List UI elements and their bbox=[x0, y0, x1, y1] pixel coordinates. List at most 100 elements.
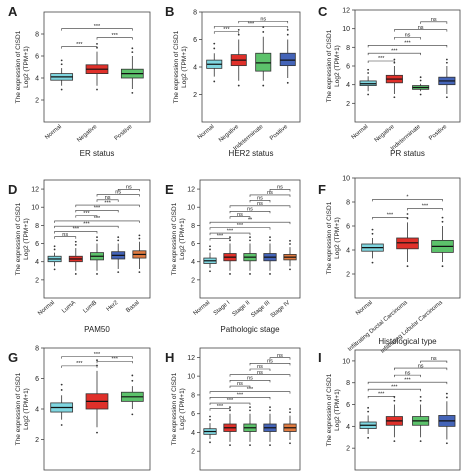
outlier-point bbox=[393, 96, 396, 99]
y-tick-label: 2 bbox=[193, 92, 197, 99]
outlier-point bbox=[393, 399, 396, 402]
significance-label: *** bbox=[404, 377, 411, 383]
significance-bracket bbox=[367, 381, 448, 385]
significance-bracket bbox=[209, 232, 251, 236]
x-tick-label: Negative bbox=[218, 124, 241, 144]
y-tick-label: 2 bbox=[346, 101, 350, 108]
panel-letter: A bbox=[8, 4, 18, 19]
outlier-point bbox=[419, 79, 422, 82]
outlier-point bbox=[269, 409, 271, 412]
x-tick-label: Infiltrating Lobular Carcinoma bbox=[380, 300, 444, 355]
significance-label: *** bbox=[94, 216, 101, 222]
significance-bracket bbox=[367, 45, 448, 48]
significance-bracket bbox=[394, 367, 448, 371]
panel-letter: G bbox=[8, 350, 18, 365]
outlier-point bbox=[60, 63, 63, 66]
y-tick-label: 2 bbox=[346, 272, 350, 279]
y-tick-label: 4 bbox=[35, 259, 39, 266]
outlier-point bbox=[249, 236, 251, 239]
significance-label: *** bbox=[247, 387, 254, 393]
outlier-point bbox=[53, 248, 56, 251]
panel-letter: F bbox=[318, 182, 326, 197]
y-tick-label: 6 bbox=[346, 64, 350, 71]
significance-label: *** bbox=[391, 384, 398, 390]
panel-b: B 2 4 6 8 The expression of CISD1 Log2 (TPM+1)… bbox=[165, 4, 301, 158]
significance-bracket bbox=[213, 26, 289, 29]
significance-bracket bbox=[209, 408, 231, 411]
significance-label: ns bbox=[247, 206, 253, 212]
box-b-3 bbox=[279, 52, 296, 67]
outlier-point bbox=[131, 374, 134, 377]
outlier-point bbox=[209, 415, 211, 418]
outlier-point bbox=[209, 441, 211, 444]
y-tick-label: 4 bbox=[191, 430, 195, 437]
y-tick-label: 10 bbox=[187, 205, 195, 212]
significance-label: ns bbox=[267, 359, 273, 365]
significance-label: *** bbox=[104, 200, 111, 206]
significance-label: ** bbox=[248, 217, 253, 223]
significance-label: *** bbox=[94, 24, 101, 30]
outlier-point bbox=[371, 228, 374, 231]
significance-label: *** bbox=[404, 41, 411, 47]
y-tick-label: 10 bbox=[31, 205, 39, 212]
outlier-point bbox=[96, 359, 98, 362]
significance-bracket bbox=[54, 220, 140, 223]
outlier-point bbox=[131, 91, 134, 94]
y-axis-label-units: Log2 (TPM+1) bbox=[23, 46, 30, 88]
significance-label: ns bbox=[405, 370, 411, 376]
y-axis-label-units: Log2 (TPM+1) bbox=[179, 218, 186, 260]
significance-label: ns bbox=[277, 353, 283, 359]
outlier-point bbox=[249, 273, 251, 275]
outlier-point bbox=[131, 47, 134, 50]
y-axis-label: The expression of CISD1 bbox=[15, 30, 22, 103]
significance-label: *** bbox=[391, 48, 398, 54]
box-b-2 bbox=[255, 52, 272, 72]
significance-label: ns bbox=[260, 16, 266, 22]
significance-bracket bbox=[209, 391, 291, 394]
significance-bracket bbox=[367, 60, 395, 63]
y-tick-label: 8 bbox=[346, 380, 350, 387]
significance-bracket bbox=[269, 189, 291, 192]
panel-d: D 2 4 6 8 10 12 The expression of CISD1 Log2 (TP… bbox=[8, 179, 151, 334]
x-tick-label: Positive bbox=[428, 124, 448, 143]
significance-label: *** bbox=[227, 398, 234, 404]
significance-label: *** bbox=[94, 206, 101, 212]
outlier-point bbox=[367, 436, 370, 439]
y-tick-label: 4 bbox=[191, 259, 195, 266]
significance-bracket bbox=[61, 365, 98, 368]
y-tick-label: 8 bbox=[193, 10, 197, 17]
x-tick-label: LumB bbox=[82, 300, 98, 315]
y-tick-label: 6 bbox=[35, 376, 39, 383]
significance-bracket bbox=[367, 395, 395, 399]
significance-bracket bbox=[394, 37, 421, 40]
plot-frame bbox=[354, 177, 461, 299]
outlier-point bbox=[269, 236, 271, 239]
significance-label: ns bbox=[257, 196, 263, 202]
outlier-point bbox=[131, 51, 134, 54]
y-tick-label: 4 bbox=[193, 65, 197, 72]
outlier-point bbox=[96, 431, 98, 434]
outlier-point bbox=[289, 239, 291, 242]
outlier-point bbox=[60, 383, 63, 386]
x-tick-label: Positive bbox=[269, 124, 289, 143]
x-tick-label: Normal bbox=[197, 124, 216, 141]
significance-bracket bbox=[75, 215, 98, 218]
y-axis-label: The expression of CISD1 bbox=[15, 202, 22, 275]
outlier-point bbox=[367, 410, 370, 413]
significance-label: ns bbox=[126, 184, 132, 190]
outlier-point bbox=[237, 33, 240, 36]
x-tick-label: Negative bbox=[76, 124, 99, 144]
outlier-point bbox=[367, 68, 370, 71]
significance-bracket bbox=[54, 225, 119, 229]
outlier-point bbox=[53, 245, 56, 248]
x-tick-label: Stage II bbox=[232, 300, 252, 318]
y-tick-label: 4 bbox=[346, 82, 350, 89]
outlier-point bbox=[249, 406, 251, 409]
panel-letter: H bbox=[165, 350, 174, 365]
outlier-point bbox=[249, 444, 251, 447]
outlier-point bbox=[249, 239, 251, 242]
outlier-point bbox=[286, 33, 289, 36]
outlier-point bbox=[445, 442, 448, 445]
significance-label: *** bbox=[237, 223, 244, 229]
y-tick-label: 4 bbox=[35, 76, 39, 83]
